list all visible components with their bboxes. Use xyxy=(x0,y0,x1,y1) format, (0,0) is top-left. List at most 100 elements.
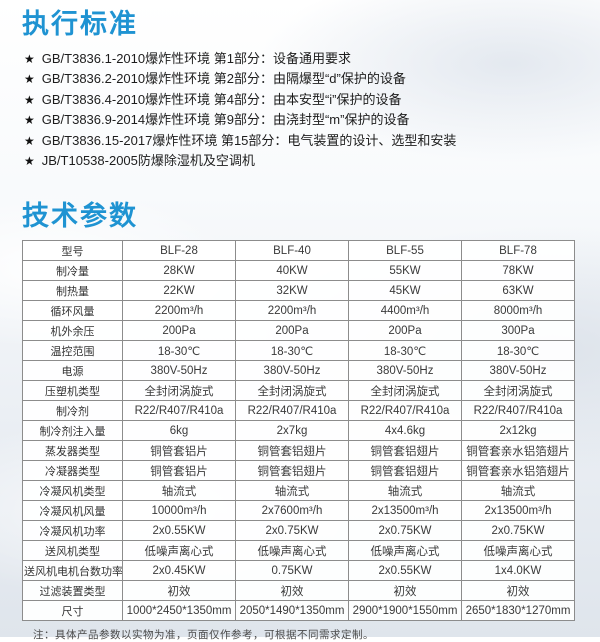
specs-table: 型号 BLF-28 BLF-40 BLF-55 BLF-78 制冷量 28KW 40KW 55K… xyxy=(22,240,575,622)
spec-cell: 低噪声离心式 xyxy=(122,540,236,562)
spec-cell: BLF-55 xyxy=(348,240,462,262)
table-row: 冷凝风机风量 10000m³/h 2x7600m³/h 2x13500m³/h 2x13… xyxy=(22,500,575,522)
spec-cell: 轴流式 xyxy=(122,480,236,502)
spec-row-label: 压塑机类型 xyxy=(22,380,123,402)
spec-cell: 2200m³/h xyxy=(122,300,236,322)
table-row: 循环风量 2200m³/h 2200m³/h 4400m³/h 8000m³/h xyxy=(22,300,575,322)
spec-cell: 铜管套铝片 xyxy=(122,440,236,462)
spec-cell: 45KW xyxy=(348,280,462,302)
spec-cell: 低噪声离心式 xyxy=(235,540,349,562)
spec-cell: 铜管套铝片 xyxy=(122,460,236,482)
spec-cell: 200Pa xyxy=(348,320,462,342)
standard-item: ★ GB/T3836.4-2010爆炸性环境 第4部分：由本安型“i”保护的设备 xyxy=(24,90,600,110)
spec-cell: 2x0.55KW xyxy=(348,560,462,582)
spec-cell: 轴流式 xyxy=(235,480,349,502)
table-row: 型号 BLF-28 BLF-40 BLF-55 BLF-78 xyxy=(22,240,575,262)
spec-cell: 1000*2450*1350mm xyxy=(122,600,236,622)
spec-cell: 6kg xyxy=(122,420,236,442)
spec-cell: 2x0.75KW xyxy=(348,520,462,542)
star-icon: ★ xyxy=(24,72,35,87)
spec-cell: 32KW xyxy=(235,280,349,302)
spec-cell: 200Pa xyxy=(235,320,349,342)
spec-cell: 380V-50Hz xyxy=(348,360,462,382)
standard-item: ★ GB/T3836.9-2014爆炸性环境 第9部分：由浇封型“m”保护的设备 xyxy=(24,110,600,130)
spec-cell: 380V-50Hz xyxy=(461,360,575,382)
spec-row-label: 冷凝器类型 xyxy=(22,460,123,482)
table-row: 制冷剂 R22/R407/R410a R22/R407/R410a R22/R407/… xyxy=(22,400,575,422)
spec-cell: 300Pa xyxy=(461,320,575,342)
spec-cell: 2x13500m³/h xyxy=(348,500,462,522)
standard-item-text: GB/T3836.2-2010爆炸性环境 第2部分：由隔爆型“d”保护的设备 xyxy=(41,71,406,87)
spec-cell: 轴流式 xyxy=(348,480,462,502)
spec-cell: 铜管套亲水铝箔翅片 xyxy=(461,440,575,462)
spec-cell: 铜管套铝翅片 xyxy=(348,440,462,462)
spec-cell: 低噪声离心式 xyxy=(348,540,462,562)
table-row: 冷凝风机功率 2x0.55KW 2x0.75KW 2x0.75KW 2x0.75KW xyxy=(22,520,575,542)
spec-cell: 初效 xyxy=(461,580,575,602)
spec-cell: 380V-50Hz xyxy=(235,360,349,382)
spec-cell: 铜管套铝翅片 xyxy=(235,460,349,482)
spec-cell: 轴流式 xyxy=(461,480,575,502)
spec-row-label: 制冷量 xyxy=(22,260,123,282)
spec-cell: BLF-40 xyxy=(235,240,349,262)
table-row: 制冷量 28KW 40KW 55KW 78KW xyxy=(22,260,575,282)
standard-item-text: GB/T3836.15-2017爆炸性环境 第15部分：电气装置的设计、选型和安… xyxy=(41,132,457,148)
table-row: 蒸发器类型 铜管套铝片 铜管套铝翅片 铜管套铝翅片 铜管套亲水铝箔翅片 xyxy=(22,440,575,462)
spec-cell: 63KW xyxy=(461,280,575,302)
spec-cell: 8000m³/h xyxy=(461,300,575,322)
spec-cell: 铜管套亲水铝箔翅片 xyxy=(461,460,575,482)
star-icon: ★ xyxy=(24,133,35,148)
spec-row-label: 蒸发器类型 xyxy=(22,440,123,462)
spec-cell: 2x0.55KW xyxy=(122,520,236,542)
table-row: 冷凝器类型 铜管套铝片 铜管套铝翅片 铜管套铝翅片 铜管套亲水铝箔翅片 xyxy=(22,460,575,482)
spec-cell: 2050*1490*1350mm xyxy=(235,600,349,622)
standard-item-text: GB/T3836.9-2014爆炸性环境 第9部分：由浇封型“m”保护的设备 xyxy=(41,112,410,128)
spec-row-label: 冷凝风机功率 xyxy=(22,520,123,542)
specs-section: 技术参数 型号 BLF-28 BLF-40 BLF-55 BLF-78 制冷量 28KW 40… xyxy=(0,200,600,642)
specs-note: 注：具体产品参数以实物为准，页面仅作参考，可根据不同需求定制。 xyxy=(33,629,374,642)
spec-cell: 1x4.0KW xyxy=(461,560,575,582)
spec-cell: 4400m³/h xyxy=(348,300,462,322)
spec-cell: 初效 xyxy=(348,580,462,602)
star-icon: ★ xyxy=(24,92,35,107)
spec-cell: 2200m³/h xyxy=(235,300,349,322)
star-icon: ★ xyxy=(24,52,35,66)
spec-cell: 初效 xyxy=(122,580,236,602)
table-row: 尺寸 1000*2450*1350mm 2050*1490*1350mm 2900*1… xyxy=(22,600,575,622)
spec-cell: R22/R407/R410a xyxy=(461,400,575,422)
spec-cell: 380V-50Hz xyxy=(122,360,236,382)
spec-cell: 0.75KW xyxy=(235,560,349,582)
spec-cell: R22/R407/R410a xyxy=(235,400,349,422)
spec-cell: 78KW xyxy=(461,260,575,282)
table-row: 制热量 22KW 32KW 45KW 63KW xyxy=(22,280,575,302)
spec-cell: 40KW xyxy=(235,260,349,282)
standard-item-text: GB/T3836.4-2010爆炸性环境 第4部分：由本安型“i”保护的设备 xyxy=(41,91,402,107)
standard-item: ★ GB/T3836.15-2017爆炸性环境 第15部分：电气装置的设计、选型和… xyxy=(24,131,600,151)
spec-cell: R22/R407/R410a xyxy=(122,400,236,422)
table-row: 温控范围 18-30℃ 18-30℃ 18-30℃ 18-30℃ xyxy=(22,340,575,362)
table-row: 送风机电机台数功率 2x0.45KW 0.75KW 2x0.55KW 1x4.0KW xyxy=(22,560,575,582)
standards-list: ★ GB/T3836.1-2010爆炸性环境 第1部分：设备通用要求 ★ GB/T38… xyxy=(0,49,600,171)
spec-cell: 全封闭涡旋式 xyxy=(122,380,236,402)
spec-cell: 10000m³/h xyxy=(122,500,236,522)
spec-cell: 初效 xyxy=(235,580,349,602)
spec-row-label: 过滤装置类型 xyxy=(22,580,123,602)
spec-cell: 4x4.6kg xyxy=(348,420,462,442)
table-row: 制冷剂注入量 6kg 2x7kg 4x4.6kg 2x12kg xyxy=(22,420,575,442)
spec-cell: R22/R407/R410a xyxy=(348,400,462,422)
spec-cell: 55KW xyxy=(348,260,462,282)
standard-item: ★ GB/T3836.1-2010爆炸性环境 第1部分：设备通用要求 xyxy=(24,49,600,69)
spec-cell: 18-30℃ xyxy=(461,340,575,362)
spec-cell: 200Pa xyxy=(122,320,236,342)
specs-section-title: 技术参数 xyxy=(22,201,138,232)
spec-cell: 2x13500m³/h xyxy=(461,500,575,522)
spec-cell: 2x7kg xyxy=(235,420,349,442)
spec-row-label: 制冷剂注入量 xyxy=(22,420,123,442)
table-row: 机外余压 200Pa 200Pa 200Pa 300Pa xyxy=(22,320,575,342)
spec-cell: 2x0.45KW xyxy=(122,560,236,582)
spec-cell: 铜管套铝翅片 xyxy=(235,440,349,462)
spec-row-label: 电源 xyxy=(22,360,123,382)
spec-cell: 22KW xyxy=(122,280,236,302)
spec-cell: 18-30℃ xyxy=(348,340,462,362)
